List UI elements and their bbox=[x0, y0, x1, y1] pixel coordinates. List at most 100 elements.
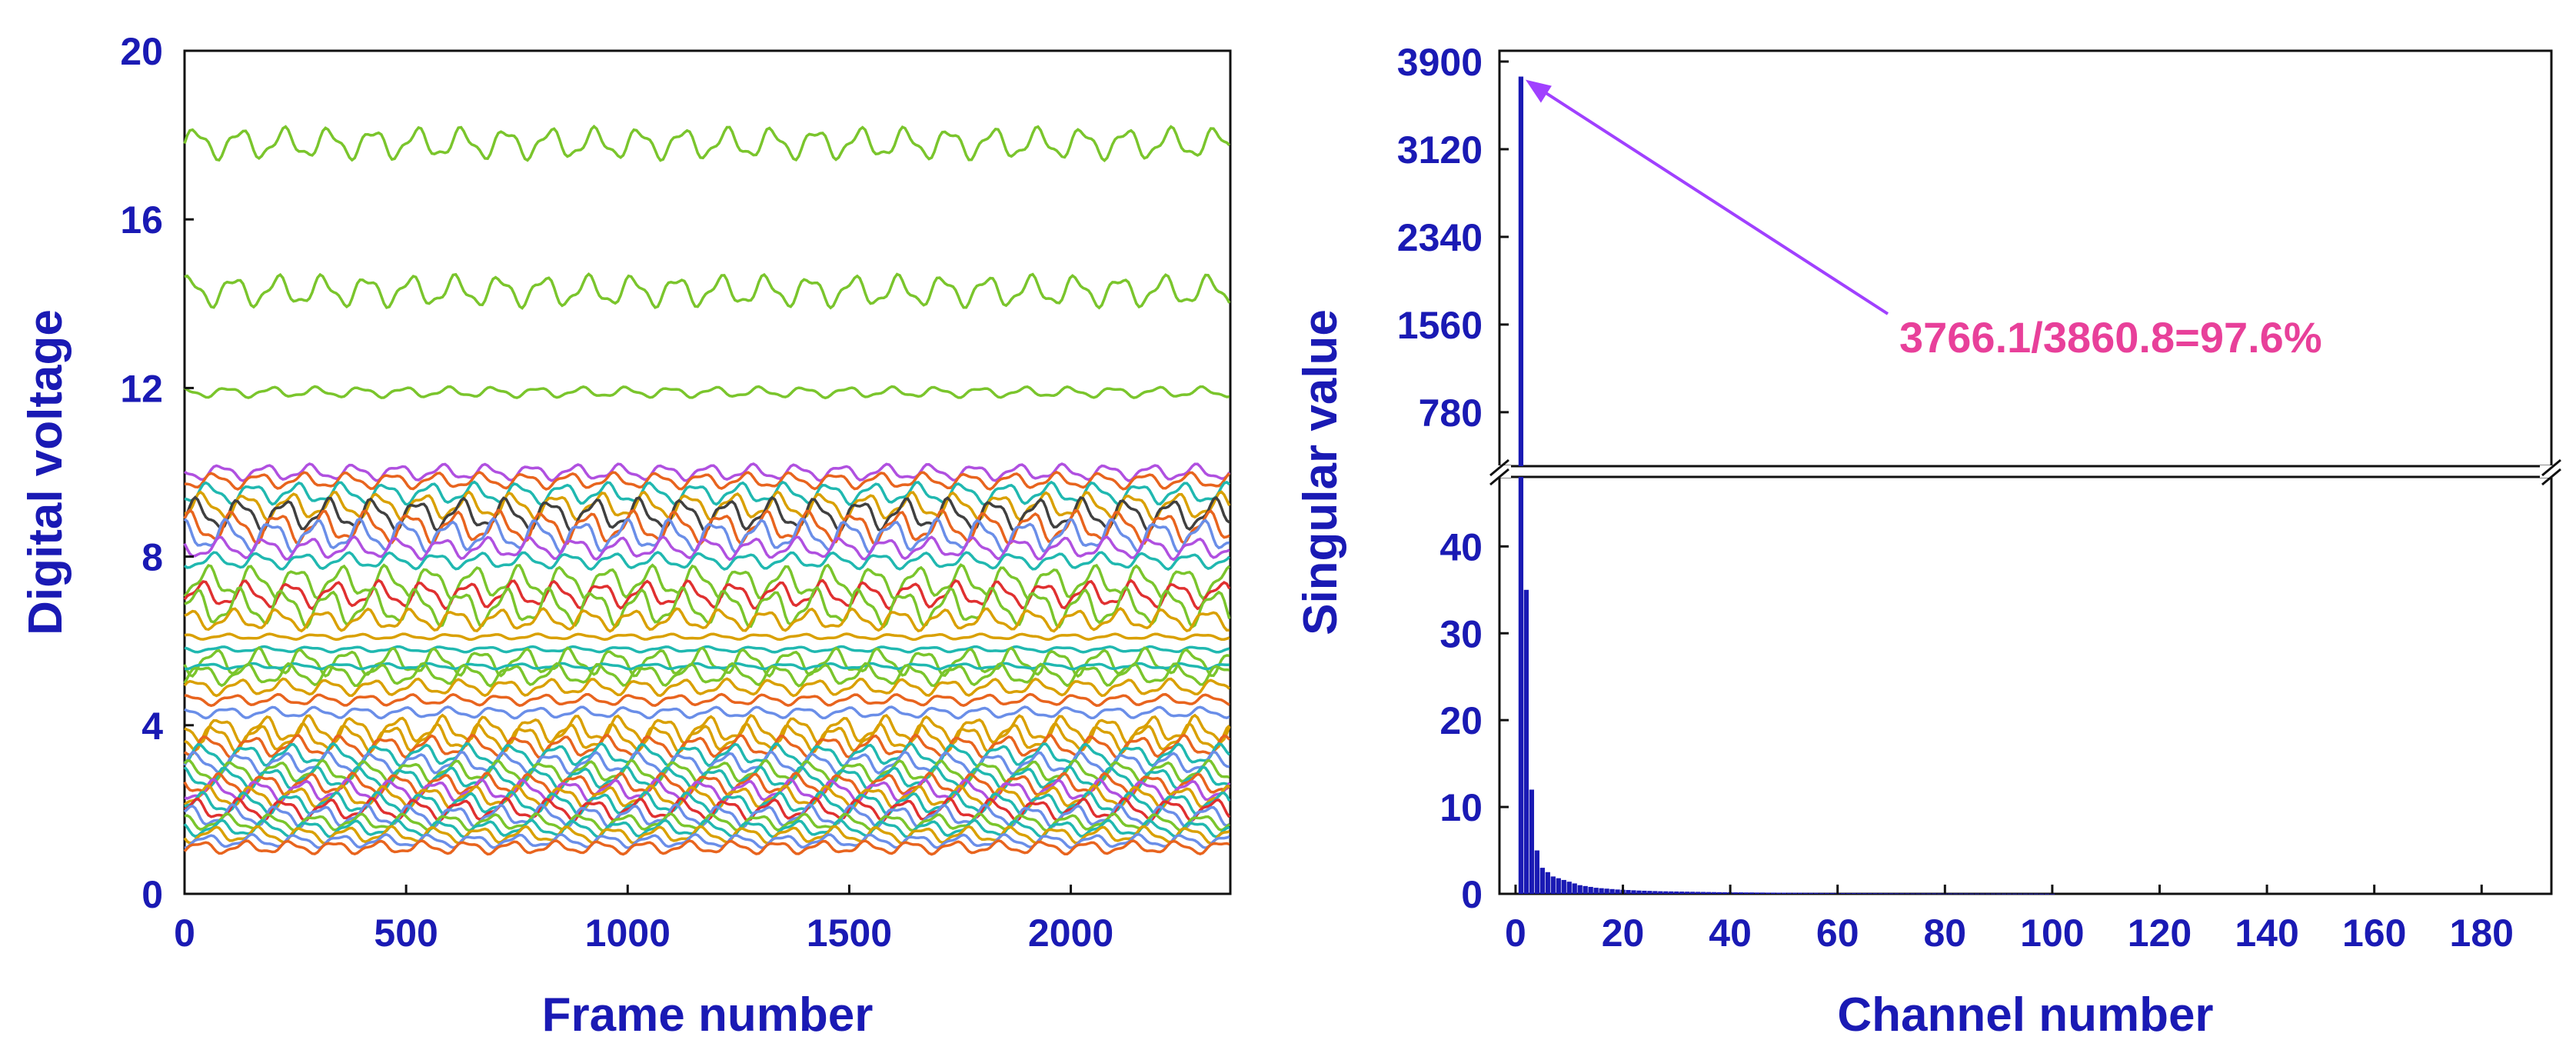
bar-channel-41 bbox=[1732, 892, 1739, 894]
voltage-y-tick-label: 12 bbox=[120, 367, 163, 410]
voltage-y-tick-label: 0 bbox=[141, 873, 163, 916]
bar-channel-39 bbox=[1722, 892, 1728, 894]
bar-channel-59 bbox=[1829, 892, 1835, 894]
axis-break-marks bbox=[1488, 458, 2563, 486]
bar-channel-85 bbox=[1969, 893, 1975, 895]
bar-channel-35 bbox=[1701, 892, 1706, 894]
voltage-y-tick-label: 4 bbox=[141, 705, 163, 748]
singular-x-tick-label: 140 bbox=[2235, 912, 2298, 955]
bar-channel-86 bbox=[1975, 893, 1980, 895]
series-line-ch-o bbox=[184, 585, 1231, 629]
series-line-ch-f bbox=[184, 480, 1230, 507]
bar-channel-92 bbox=[2006, 893, 2012, 895]
bar-channel-9 bbox=[1561, 879, 1566, 894]
series-line-ch-g bbox=[185, 490, 1231, 522]
bar-channel-98 bbox=[2039, 893, 2045, 895]
bar-channel-100 bbox=[2049, 893, 2055, 895]
bar-channel-76 bbox=[1921, 893, 1926, 895]
series-line-ch-i bbox=[183, 508, 1230, 546]
bar-channel-49 bbox=[1776, 892, 1782, 894]
bar-channel-93 bbox=[2012, 893, 2018, 895]
annotation-arrowhead bbox=[1525, 79, 1552, 103]
bar-channel-13 bbox=[1583, 885, 1588, 894]
bar-channel-18 bbox=[1609, 888, 1615, 894]
bar-channel-4 bbox=[1534, 850, 1539, 894]
bar-channel-61 bbox=[1840, 892, 1845, 894]
bar-channel-43 bbox=[1743, 892, 1749, 894]
voltage-series-group bbox=[183, 125, 1231, 856]
singular-x-tick-label: 160 bbox=[2342, 912, 2406, 955]
series-line-ch-z bbox=[184, 722, 1231, 754]
bar-channel-69 bbox=[1883, 893, 1889, 895]
bar-channel-48 bbox=[1770, 892, 1776, 894]
axis-break-left-bottom bbox=[1489, 468, 1509, 486]
bar-channel-47 bbox=[1765, 892, 1771, 894]
singular-lower-y-tick-label: 0 bbox=[1461, 873, 1483, 916]
bar-channel-31 bbox=[1679, 892, 1685, 894]
bar-channel-25 bbox=[1647, 891, 1652, 894]
bar-channel-2 bbox=[1523, 589, 1529, 894]
series-line-ch-an bbox=[183, 825, 1230, 845]
singular-value-chart: 0 20 40 60 80 100 120 140 160 180 780156023403120… bbox=[1294, 41, 2563, 1042]
bar-channel-82 bbox=[1953, 893, 1959, 895]
series-line-ch-e bbox=[184, 470, 1231, 491]
bar-channel-11 bbox=[1572, 883, 1577, 894]
bar-channel-83 bbox=[1959, 893, 1964, 895]
bar-channel-3 bbox=[1529, 789, 1535, 894]
series-line-ch-v bbox=[183, 677, 1231, 698]
singular-x-tick-label: 100 bbox=[2020, 912, 2084, 955]
bar-channel-14 bbox=[1588, 886, 1593, 894]
series-line-ch-aa bbox=[183, 733, 1231, 759]
voltage-x-tick-label: 0 bbox=[174, 912, 195, 955]
axis-break-left-top bbox=[1489, 458, 1509, 477]
singular-upper-y-tick-label: 3900 bbox=[1397, 41, 1483, 84]
series-line-ch-am bbox=[183, 818, 1230, 839]
bar-channel-7 bbox=[1550, 876, 1556, 894]
bar-channel-45 bbox=[1754, 892, 1760, 894]
series-line-ch-al bbox=[184, 812, 1230, 832]
voltage-x-tick-label: 500 bbox=[374, 912, 438, 955]
bar-channel-51 bbox=[1786, 892, 1792, 894]
bar-channel-81 bbox=[1948, 893, 1953, 895]
voltage-y-axis-label: Digital voltage bbox=[19, 309, 72, 635]
bar-channel-79 bbox=[1937, 893, 1942, 895]
singular-y-axis-label: Singular value bbox=[1294, 309, 1347, 635]
series-line-ch-s bbox=[183, 645, 1230, 678]
series-line-ch-n bbox=[183, 578, 1231, 611]
bar-channel-32 bbox=[1685, 892, 1690, 894]
bar-channel-19 bbox=[1615, 889, 1620, 894]
bar-channel-34 bbox=[1696, 892, 1701, 894]
bar-channel-22 bbox=[1631, 890, 1636, 894]
bar-channel-5 bbox=[1539, 868, 1545, 894]
bar-channel-36 bbox=[1706, 892, 1712, 894]
bar-channel-37 bbox=[1712, 892, 1717, 894]
bar-channel-63 bbox=[1851, 892, 1856, 894]
bar-channel-70 bbox=[1889, 893, 1894, 895]
series-line-ch-b bbox=[184, 272, 1231, 310]
bar-channel-97 bbox=[2033, 893, 2039, 895]
singular-upper-y-tick-label: 3120 bbox=[1397, 128, 1483, 172]
bar-channel-88 bbox=[1985, 893, 1991, 895]
bar-channel-24 bbox=[1642, 890, 1647, 894]
singular-upper-y-tick-label: 780 bbox=[1419, 392, 1483, 435]
axis-break-gap-left bbox=[1488, 465, 1511, 478]
bar-channel-52 bbox=[1792, 892, 1798, 894]
singular-lower-y-tick-label: 40 bbox=[1439, 525, 1483, 568]
bar-channel-33 bbox=[1690, 892, 1696, 894]
voltage-x-tick-label: 2000 bbox=[1028, 912, 1113, 955]
bar-channel-23 bbox=[1636, 890, 1642, 894]
bar-channel-78 bbox=[1932, 893, 1937, 895]
singular-bars-group bbox=[1518, 76, 2055, 895]
singular-x-tick-label: 60 bbox=[1816, 912, 1859, 955]
bar-channel-94 bbox=[2017, 893, 2023, 895]
series-line-ch-q bbox=[184, 632, 1230, 642]
bar-channel-44 bbox=[1749, 892, 1755, 894]
bar-channel-50 bbox=[1781, 892, 1787, 894]
axis-break-right-top bbox=[2541, 458, 2561, 477]
singular-lower-y-tick-label: 30 bbox=[1439, 612, 1483, 655]
bar-channel-65 bbox=[1862, 893, 1867, 895]
series-line-ch-k bbox=[183, 535, 1230, 562]
bar-channel-54 bbox=[1802, 892, 1808, 894]
singular-y-ticks: 780 1560 2340 3120 3900 0 10 20 30 40 bbox=[1397, 41, 1509, 916]
